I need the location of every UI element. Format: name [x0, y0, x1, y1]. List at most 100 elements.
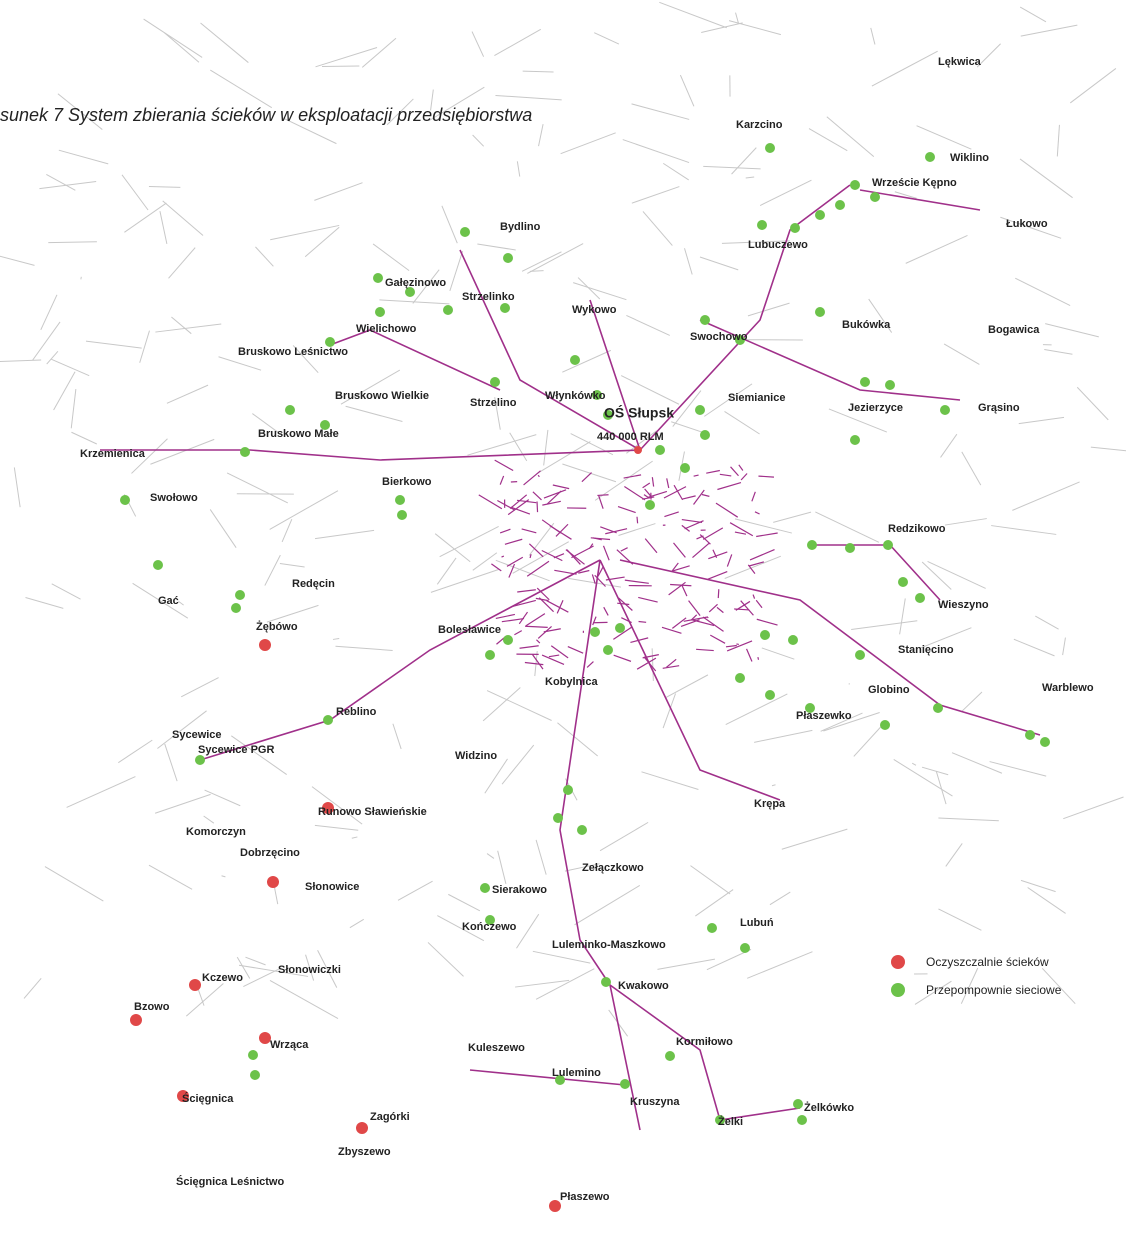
place-label: Krzemienica [80, 448, 146, 460]
road [495, 559, 550, 582]
road [577, 277, 601, 300]
road [264, 554, 281, 586]
road [1027, 887, 1066, 914]
trunk-line [589, 299, 641, 451]
road [820, 712, 863, 732]
city-pipe [543, 489, 567, 499]
road [472, 552, 498, 571]
road [467, 434, 537, 456]
place-label: Kończewo [462, 921, 517, 933]
city-pipe [756, 618, 778, 626]
road [945, 843, 963, 867]
road [512, 541, 569, 574]
trunk-line [559, 559, 641, 1131]
pump-station [793, 1099, 803, 1109]
city-pipe [510, 506, 531, 515]
pump-station [323, 715, 333, 725]
road [25, 597, 64, 609]
treatment-plant [267, 876, 279, 888]
road [641, 771, 699, 790]
road [562, 463, 617, 483]
road [269, 490, 339, 530]
pump-station [485, 915, 495, 925]
pump-station [680, 463, 690, 473]
road [315, 47, 378, 68]
treatment-plant [177, 1090, 189, 1102]
road [340, 369, 401, 405]
road [728, 20, 782, 36]
trunk-line [199, 559, 601, 761]
place-label: Słonowice [305, 881, 359, 893]
main-plant [634, 446, 642, 454]
pump-station [592, 390, 602, 400]
city-pipe [663, 486, 687, 499]
road [430, 89, 434, 111]
city-pipe [664, 511, 679, 518]
place-label: Kormiłowo [676, 1036, 733, 1048]
place-label: Ścięgnica Leśnictwo [176, 1175, 284, 1188]
city-pipe [638, 620, 647, 623]
city-pipe [605, 528, 628, 535]
labels: Lękwica Karzcino Wiklino Wrzeście Kępno Bydl… [80, 56, 1094, 1203]
road [1020, 879, 1056, 893]
city-pipe [602, 545, 610, 561]
road [781, 828, 848, 850]
road [921, 766, 949, 776]
trunk-line [329, 329, 501, 391]
road [920, 627, 972, 649]
road [618, 523, 656, 536]
pump-station [1025, 730, 1035, 740]
road [46, 174, 76, 191]
trunk-line [810, 544, 941, 601]
road [23, 977, 42, 999]
place-label: Karzcino [736, 119, 783, 131]
road [1000, 216, 1062, 239]
place-label: Płaszewo [560, 1191, 610, 1203]
pump-station [655, 445, 665, 455]
city-pipe [708, 603, 718, 613]
road [893, 759, 953, 797]
pump-station [285, 405, 295, 415]
road [51, 358, 90, 377]
city-pipe [617, 602, 630, 606]
road [672, 390, 702, 427]
road [695, 889, 734, 917]
place-label: Dobrzęcino [240, 847, 300, 859]
place-label: Globino [868, 684, 910, 696]
city-pipe [507, 499, 530, 516]
place-label: Runowo Sławieńskie [318, 806, 427, 818]
city-pipe [712, 549, 718, 558]
place-label: Wielichowo [356, 323, 417, 335]
road [40, 294, 58, 331]
place-label: Bukówka [842, 319, 891, 331]
road [245, 956, 266, 966]
road [231, 735, 287, 775]
road [132, 582, 189, 619]
city-pipe [708, 551, 728, 560]
plant-capacity: 440 000 RLM [597, 431, 664, 443]
road [436, 557, 457, 585]
road [1018, 416, 1065, 425]
pump-station [845, 543, 855, 553]
plant-name: OŚ Słupsk [604, 404, 674, 421]
place-label: Bzowo [134, 1001, 170, 1013]
road [13, 467, 21, 508]
pump-station [715, 1115, 725, 1125]
pump-station [235, 590, 245, 600]
road [204, 789, 241, 807]
place-label: Wrząca [270, 1039, 309, 1051]
place-label: Strzelinko [462, 291, 515, 303]
city-pipe [597, 494, 609, 497]
road [594, 32, 620, 45]
road [44, 866, 104, 902]
pump-station [480, 883, 490, 893]
road [528, 522, 555, 556]
city-pipe [495, 613, 516, 619]
road [662, 693, 677, 729]
road [48, 241, 97, 244]
road [255, 246, 274, 267]
city-pipe [707, 571, 728, 580]
road [159, 210, 168, 244]
road [218, 356, 262, 371]
city-pipe [556, 600, 564, 614]
